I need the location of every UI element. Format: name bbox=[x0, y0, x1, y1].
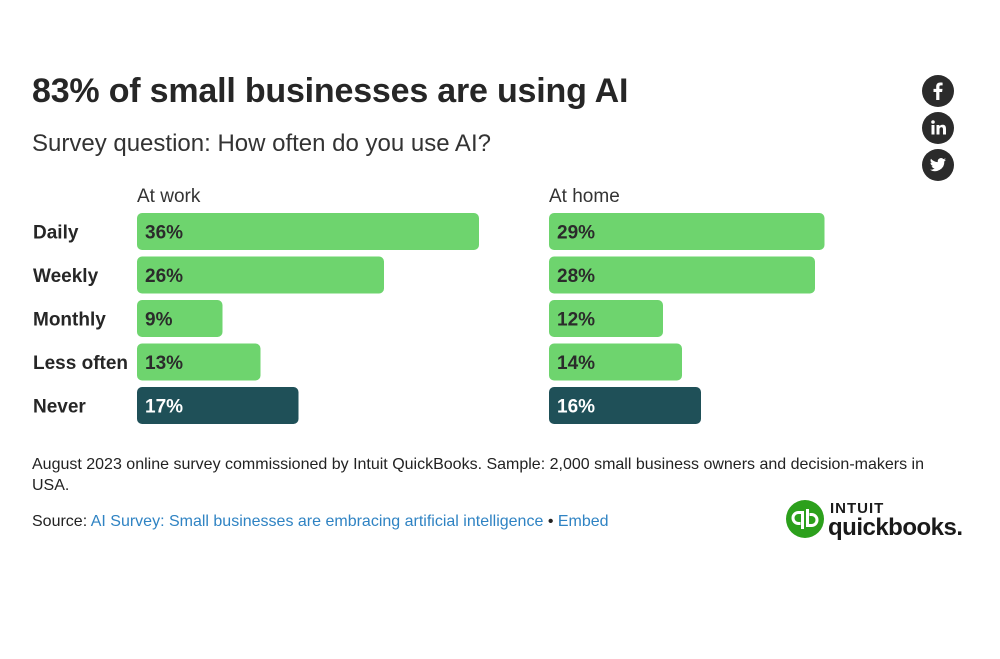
bar bbox=[549, 343, 682, 381]
data-label: 28% bbox=[557, 266, 595, 287]
data-label: 36% bbox=[145, 223, 183, 244]
data-label: 13% bbox=[145, 353, 183, 374]
qb-icon bbox=[791, 509, 819, 529]
bar bbox=[137, 343, 261, 381]
data-label: 26% bbox=[145, 266, 183, 287]
bar bbox=[549, 213, 825, 250]
logo-wordmark-quickbooks: quickbooks. bbox=[828, 514, 963, 541]
data-label: 17% bbox=[145, 397, 183, 418]
quickbooks-logo: INTUIT quickbooks. bbox=[786, 498, 963, 544]
category-label: Daily bbox=[33, 223, 79, 244]
bullet-separator: • bbox=[547, 513, 554, 530]
category-label: Weekly bbox=[33, 266, 99, 287]
data-label: 12% bbox=[557, 310, 595, 331]
source-line: Source: AI Survey: Small businesses are … bbox=[32, 513, 609, 531]
data-label: 29% bbox=[557, 223, 595, 244]
category-label: Less often bbox=[33, 353, 128, 374]
category-label: Monthly bbox=[33, 310, 106, 331]
data-label: 16% bbox=[557, 397, 595, 418]
bar bbox=[137, 213, 479, 250]
bar bbox=[549, 387, 701, 424]
facebook-share-button[interactable] bbox=[922, 75, 954, 107]
series-header: At work bbox=[137, 186, 201, 207]
bar bbox=[549, 300, 663, 337]
source-label: Source: bbox=[32, 513, 88, 530]
data-label: 14% bbox=[557, 353, 595, 374]
bar bbox=[137, 300, 223, 337]
series-header: At home bbox=[549, 186, 620, 207]
quickbooks-logo-mark bbox=[786, 500, 824, 538]
embed-link[interactable]: Embed bbox=[557, 513, 609, 530]
category-label: Never bbox=[33, 397, 86, 418]
linkedin-share-button[interactable] bbox=[922, 112, 954, 144]
linkedin-icon bbox=[931, 120, 946, 135]
bar bbox=[549, 256, 815, 294]
source-link[interactable]: AI Survey: Small businesses are embracin… bbox=[90, 513, 544, 530]
survey-note: August 2023 online survey commissioned b… bbox=[32, 456, 924, 494]
logo-wordmark-intuit: INTUIT bbox=[830, 500, 885, 517]
twitter-share-button[interactable] bbox=[922, 149, 954, 181]
data-label: 9% bbox=[145, 310, 173, 331]
chart-title: 83% of small businesses are using AI bbox=[32, 72, 629, 110]
facebook-icon bbox=[933, 82, 943, 100]
chart-subtitle: Survey question: How often do you use AI… bbox=[32, 130, 491, 157]
bar bbox=[137, 387, 299, 424]
twitter-icon bbox=[930, 158, 946, 172]
bar-chart: Daily Weekly Monthly Less often Never At work… bbox=[33, 186, 825, 424]
bar bbox=[137, 256, 384, 294]
